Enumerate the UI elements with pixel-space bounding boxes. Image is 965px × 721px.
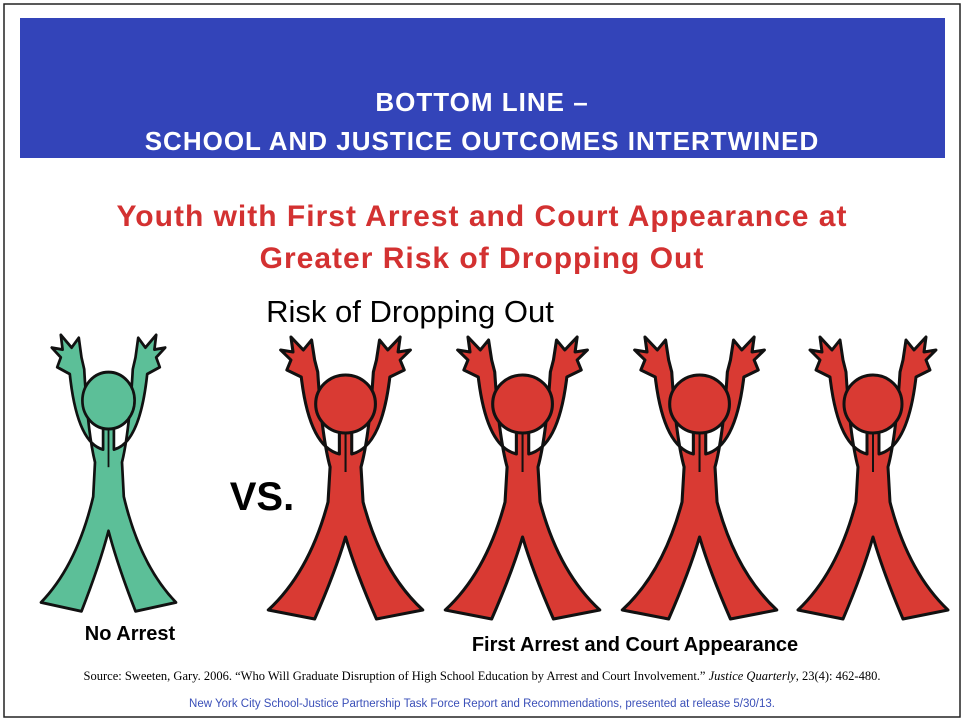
subtitle-line: Greater Risk of Dropping Out [260, 242, 705, 275]
figure-title: Risk of Dropping Out [266, 294, 554, 329]
header-line: SCHOOL AND JUSTICE OUTCOMES INTERTWINED [145, 126, 820, 156]
slide-border [3, 3, 961, 718]
left-label: No Arrest [85, 623, 176, 645]
subtitle-line: Youth with First Arrest and Court Appear… [117, 200, 848, 233]
versus: VS. [230, 475, 294, 519]
red-person [620, 335, 779, 621]
source-text: , 23(4): 462-480. [796, 669, 881, 683]
footer: New York City School-Justice Partnership… [189, 698, 775, 710]
red-person [443, 335, 602, 621]
header-box [20, 18, 945, 158]
red-person [796, 335, 950, 621]
header-line: BOTTOM LINE – [375, 87, 588, 117]
source: Source: Sweeten, Gary. 2006. “Who Will G… [84, 669, 881, 683]
source-journal: Justice Quarterly [709, 669, 797, 683]
source-text: Source: Sweeten, Gary. 2006. “Who Will G… [84, 669, 709, 683]
right-label: First Arrest and Court Appearance [472, 634, 798, 656]
green-person [39, 333, 178, 613]
